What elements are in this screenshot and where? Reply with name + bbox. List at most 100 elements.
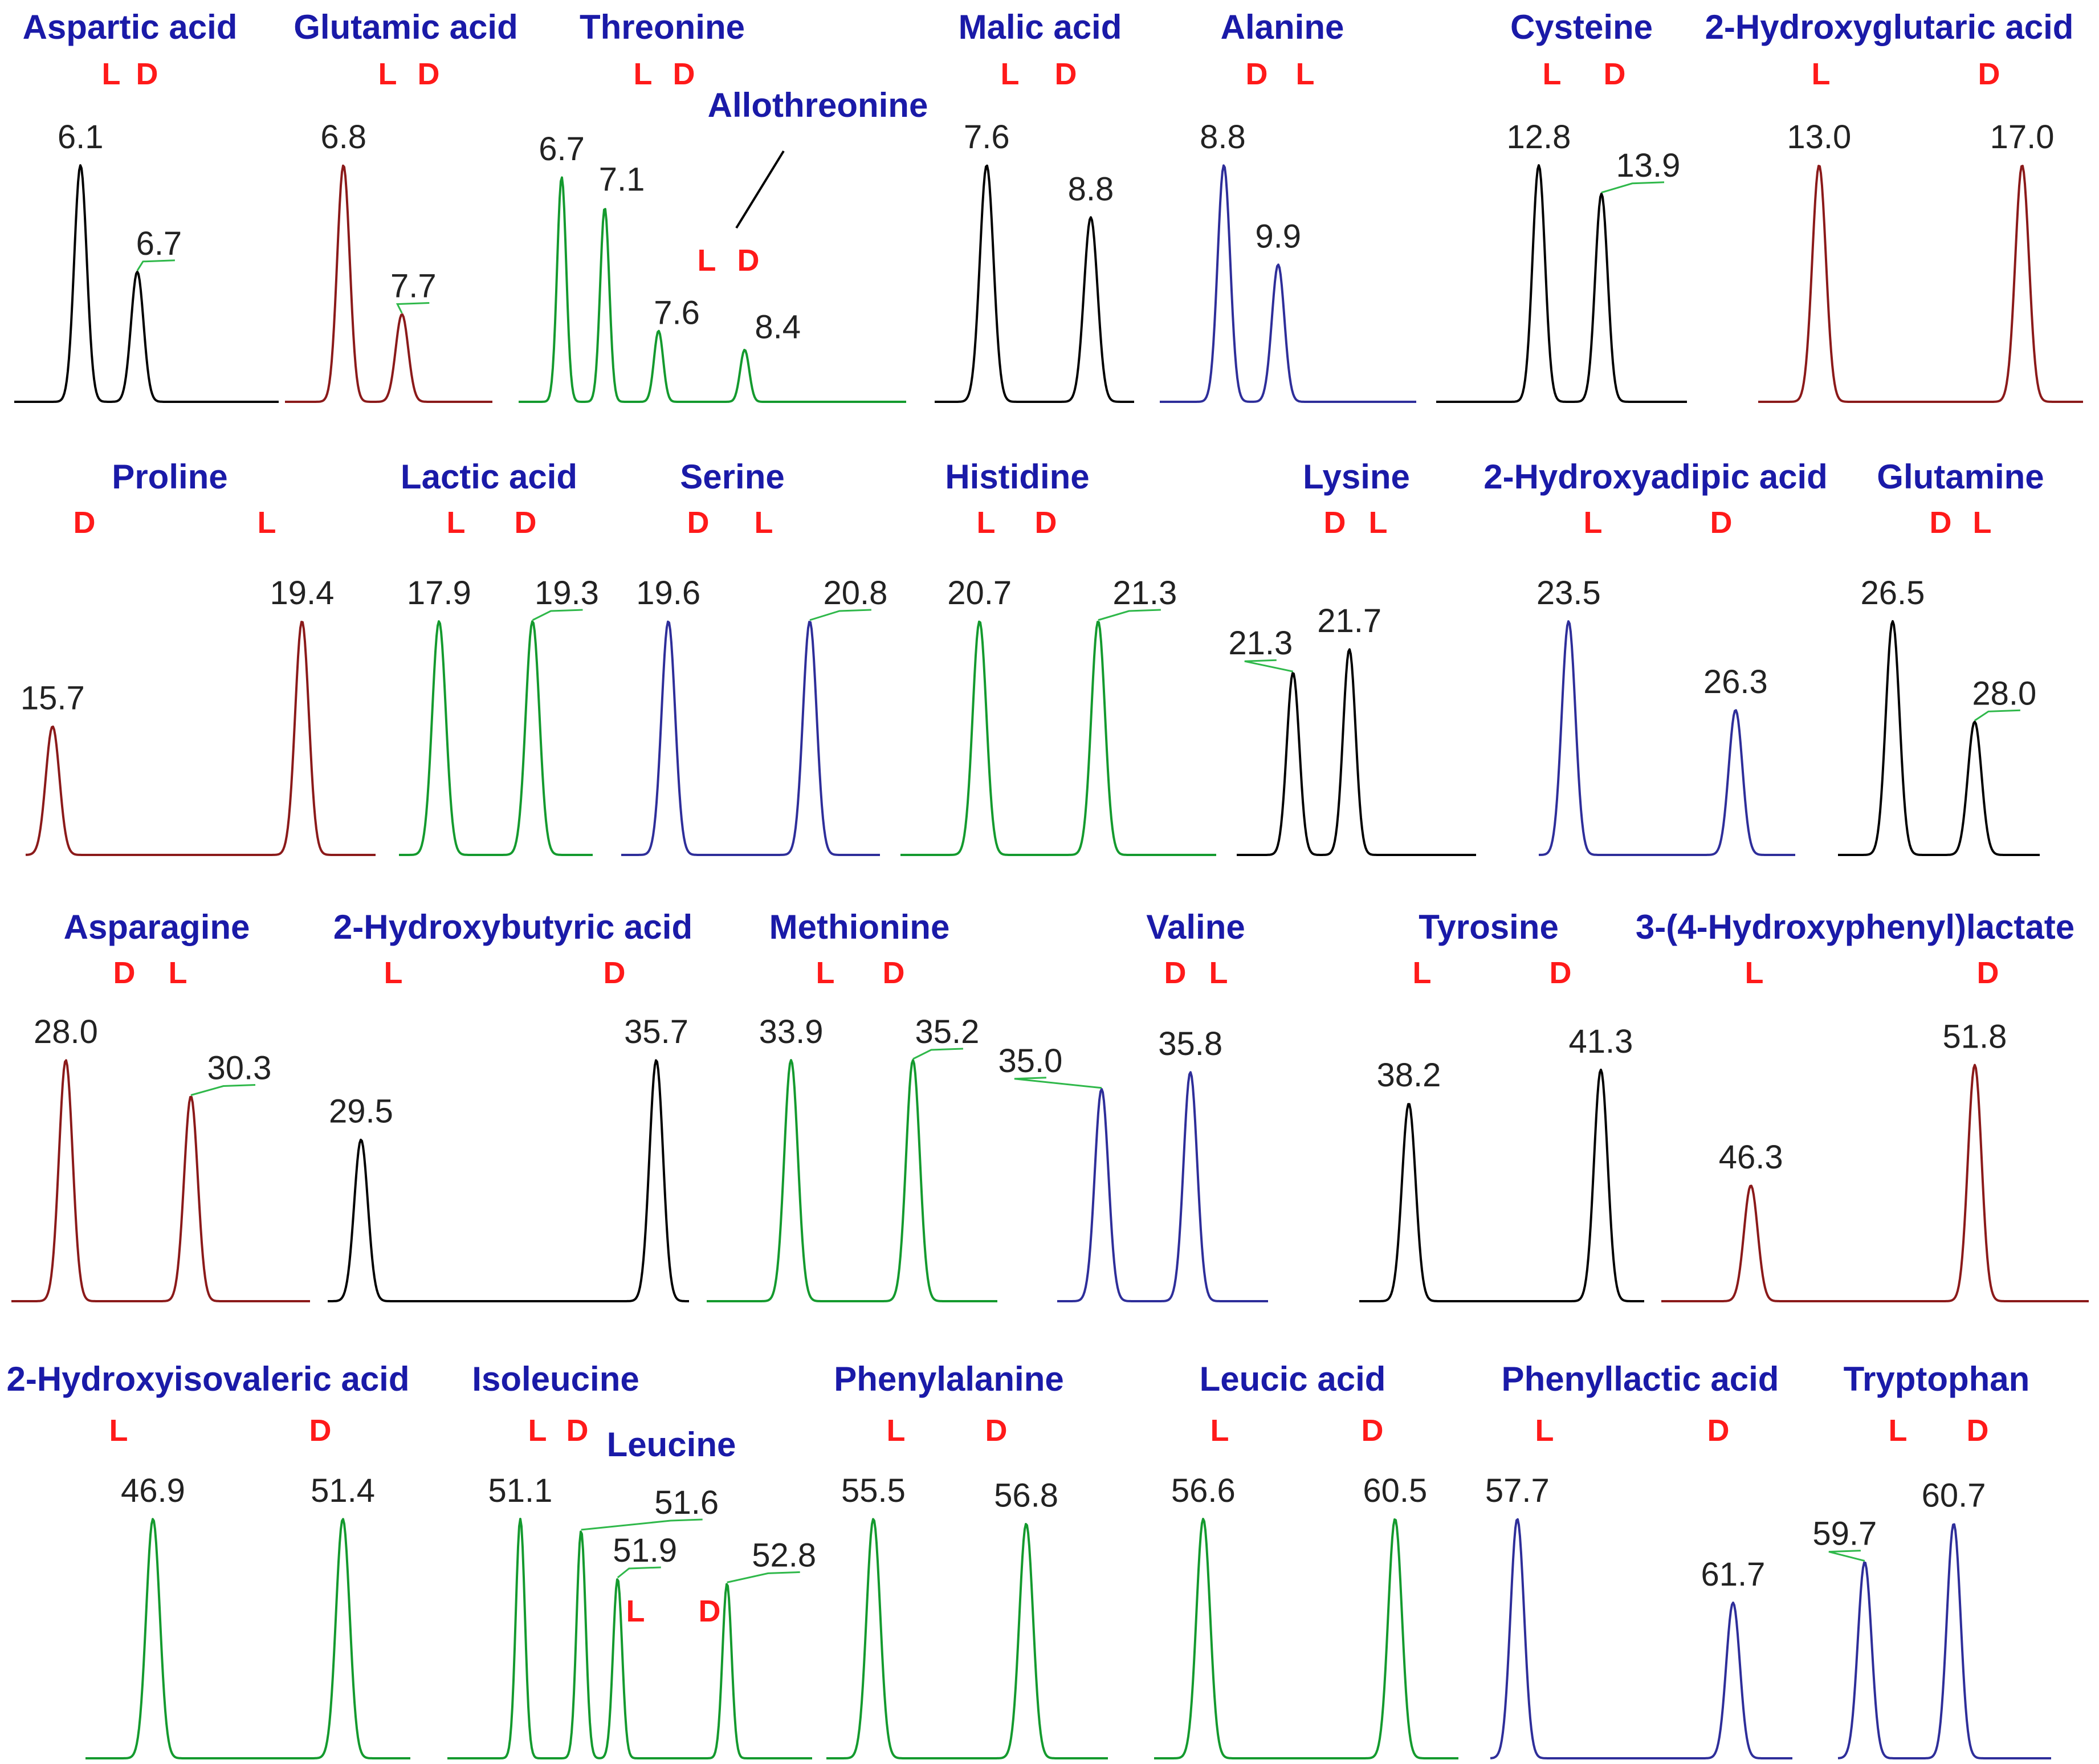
enantiomer-label-alanine-0: D (1246, 57, 1268, 91)
chart-title-proline: Proline (112, 458, 227, 496)
retention-time-label-leucine-1: 52.8 (752, 1537, 816, 1574)
chart-title-glutamine: Glutamine (1877, 458, 2044, 496)
retention-time-label-threonine-0: 6.7 (539, 131, 585, 168)
enantiomer-label-2-hydroxyadipic-acid-0: L (1584, 506, 1603, 540)
enantiomer-label-3-4-hydroxyphenyl-lactate-1: D (1977, 956, 1999, 990)
enantiomer-label-lysine-0: D (1324, 506, 1346, 540)
retention-time-label-methionine-1: 35.2 (915, 1013, 979, 1050)
retention-time-label-tryptophan-1: 60.7 (1922, 1477, 1986, 1514)
enantiomer-label-phenylalanine-0: L (887, 1413, 906, 1448)
retention-time-label-valine-0: 35.0 (998, 1042, 1062, 1079)
chromatogram-trace-2-hydroxyadipic-acid (1538, 620, 1795, 856)
retention-time-label-cysteine-0: 12.8 (1507, 119, 1571, 156)
enantiomer-label-threonine-1: D (673, 57, 695, 91)
enantiomer-label-threonine-0: L (634, 57, 653, 91)
enantiomer-label-tryptophan-1: D (1967, 1413, 1989, 1448)
enantiomer-label-lactic-acid-0: L (447, 506, 466, 540)
chart-title-malic-acid: Malic acid (959, 8, 1122, 46)
retention-time-label-leucine-0: 51.9 (613, 1532, 677, 1569)
retention-time-label-tyrosine-1: 41.3 (1568, 1023, 1633, 1060)
enantiomer-label-proline-0: D (74, 506, 96, 540)
peak-leader-line-aspartic-acid-1 (136, 259, 175, 271)
chromatogram-trace-tyrosine (1359, 1068, 1644, 1302)
retention-time-label-2-hydroxybutyric-acid-0: 29.5 (329, 1093, 393, 1130)
enantiomer-label-tyrosine-1: D (1550, 956, 1572, 990)
enantiomer-label-proline-1: L (258, 506, 276, 540)
chart-title-2-hydroxybutyric-acid: 2-Hydroxybutyric acid (333, 908, 692, 946)
peak-leader-line-methionine-1 (912, 1048, 963, 1060)
peak-leader-line-leucine-0 (617, 1566, 661, 1579)
retention-time-label-glutamic-acid-0: 6.8 (320, 119, 366, 156)
retention-time-label-proline-0: 15.7 (21, 680, 85, 717)
enantiomer-label-allothreonine-0: L (698, 243, 716, 278)
retention-time-label-glutamine-0: 26.5 (1861, 575, 1925, 612)
enantiomer-label-histidine-0: L (977, 506, 996, 540)
retention-time-label-isoleucine-1: 51.6 (654, 1484, 719, 1521)
enantiomer-label-2-hydroxybutyric-acid-0: L (384, 956, 403, 990)
chart-title-cysteine: Cysteine (1510, 8, 1653, 46)
chart-title-tryptophan: Tryptophan (1844, 1360, 2030, 1398)
enantiomer-label-glutamic-acid-1: D (418, 57, 440, 91)
chart-title-2-hydroxyisovaleric-acid: 2-Hydroxyisovaleric acid (6, 1360, 409, 1398)
enantiomer-label-glutamic-acid-0: L (378, 57, 397, 91)
chromatogram-trace-2-hydroxyglutaric-acid (1758, 165, 2083, 403)
enantiomer-label-isoleucine-1: D (566, 1413, 589, 1448)
chart-title-3-4-hydroxyphenyl-lactate: 3-(4-Hydroxyphenyl)lactate (1636, 908, 2074, 946)
enantiomer-label-glutamine-0: D (1930, 506, 1952, 540)
chart-title-valine: Valine (1146, 908, 1245, 946)
enantiomer-label-2-hydroxyglutaric-acid-0: L (1812, 57, 1831, 91)
enantiomer-label-aspartic-acid-0: L (102, 57, 121, 91)
chromatogram-trace-proline (25, 621, 376, 856)
retention-time-label-3-4-hydroxyphenyl-lactate-1: 51.8 (1943, 1018, 2007, 1055)
retention-time-label-2-hydroxybutyric-acid-1: 35.7 (624, 1013, 688, 1050)
peak-leader-line-valine-0 (1014, 1077, 1102, 1089)
chart-title-asparagine: Asparagine (64, 908, 250, 946)
allothreonine-pointer-line (735, 150, 785, 229)
retention-time-label-cysteine-1: 13.9 (1616, 147, 1681, 184)
enantiomer-label-malic-acid-0: L (1001, 57, 1020, 91)
retention-time-label-phenylalanine-1: 56.8 (994, 1477, 1058, 1514)
retention-time-label-3-4-hydroxyphenyl-lactate-0: 46.3 (1719, 1139, 1783, 1176)
enantiomer-label-valine-1: L (1209, 956, 1228, 990)
enantiomer-label-cysteine-1: D (1604, 57, 1626, 91)
retention-time-label-allothreonine-1: 8.4 (755, 309, 801, 346)
retention-time-label-leucic-acid-0: 56.6 (1171, 1472, 1236, 1509)
enantiomer-label-histidine-1: D (1035, 506, 1057, 540)
chart-title-threonine: Threonine (580, 8, 745, 46)
chromatogram-trace-isoleucine (447, 1518, 812, 1759)
chart-title-histidine: Histidine (945, 458, 1089, 496)
enantiomer-label-serine-0: D (687, 506, 710, 540)
chromatogram-trace-3-4-hydroxyphenyl-lactate (1661, 1064, 2089, 1302)
peak-leader-line-lactic-acid-1 (532, 609, 583, 621)
peak-leader-line-glutamine-1 (1974, 709, 2020, 722)
chromatogram-trace-malic-acid (935, 164, 1134, 403)
enantiomer-label-methionine-1: D (883, 956, 905, 990)
peak-leader-line-tryptophan-0 (1828, 1550, 1865, 1562)
enantiomer-label-tryptophan-0: L (1889, 1413, 1908, 1448)
retention-time-label-proline-1: 19.4 (270, 575, 334, 612)
chart-title-alanine: Alanine (1221, 8, 1344, 46)
peak-leader-line-leucine-1 (727, 1571, 800, 1583)
retention-time-label-serine-0: 19.6 (636, 575, 700, 612)
chromatogram-trace-phenylalanine (826, 1518, 1108, 1759)
peak-leader-line-glutamic-acid-1 (396, 302, 430, 314)
enantiomer-label-asparagine-0: D (113, 956, 136, 990)
enantiomer-label-leucine-0: L (626, 1594, 645, 1628)
enantiomer-label-lysine-1: L (1369, 506, 1388, 540)
chart-title-tyrosine: Tyrosine (1419, 908, 1559, 946)
enantiomer-label-2-hydroxyadipic-acid-1: D (1710, 506, 1733, 540)
chart-title-2-hydroxyglutaric-acid: 2-Hydroxyglutaric acid (1705, 8, 2074, 46)
enantiomer-label-2-hydroxyglutaric-acid-1: D (1978, 57, 2000, 91)
retention-time-label-lysine-1: 21.7 (1317, 602, 1381, 639)
chromatogram-trace-cysteine (1436, 164, 1687, 403)
chromatogram-trace-2-hydroxybutyric-acid (328, 1059, 689, 1302)
retention-time-label-leucic-acid-1: 60.5 (1363, 1472, 1427, 1509)
retention-time-label-tyrosine-0: 38.2 (1377, 1057, 1441, 1094)
retention-time-label-phenylalanine-0: 55.5 (841, 1472, 906, 1509)
retention-time-label-aspartic-acid-0: 6.1 (58, 119, 104, 156)
enantiomer-label-leucic-acid-0: L (1211, 1413, 1229, 1448)
retention-time-label-aspartic-acid-1: 6.7 (136, 225, 182, 262)
enantiomer-label-leucic-acid-1: D (1362, 1413, 1384, 1448)
chart-title-leucic-acid: Leucic acid (1200, 1360, 1386, 1398)
chromatogram-trace-glutamine (1838, 620, 2040, 856)
